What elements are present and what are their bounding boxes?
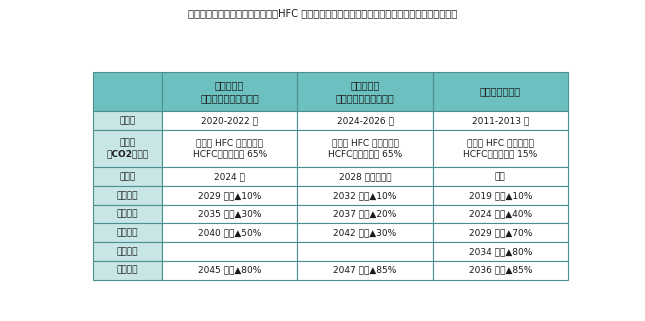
Text: 表１　キガリ改正議定書におけるHFC 生産･消費量の段階的削減スケジュール（出典：環境省）: 表１ キガリ改正議定書におけるHFC 生産･消費量の段階的削減スケジュール（出典… xyxy=(188,8,457,18)
Text: 基準値
（CO2換算）: 基準値 （CO2換算） xyxy=(106,139,148,159)
Text: 先進国（注３）: 先進国（注３） xyxy=(480,87,521,97)
Text: 2024 年: 2024 年 xyxy=(214,172,245,181)
Bar xyxy=(93,186,162,205)
Bar xyxy=(93,72,162,111)
Bar xyxy=(433,186,568,205)
Text: 2035 年　▲30%: 2035 年 ▲30% xyxy=(198,210,261,219)
Bar xyxy=(162,130,297,167)
Text: 2042 年　▲30%: 2042 年 ▲30% xyxy=(333,228,397,237)
Text: 第１段階: 第１段階 xyxy=(117,191,138,200)
Text: 2032 年　▲10%: 2032 年 ▲10% xyxy=(333,191,397,200)
Text: 開発途上国
第２グループ（注２）: 開発途上国 第２グループ（注２） xyxy=(335,80,394,103)
Bar xyxy=(297,167,433,186)
Bar xyxy=(433,261,568,280)
Text: 2024 年　▲40%: 2024 年 ▲40% xyxy=(469,210,532,219)
Bar xyxy=(433,242,568,261)
Bar xyxy=(162,205,297,223)
Text: 2019 年　▲10%: 2019 年 ▲10% xyxy=(468,191,532,200)
Bar xyxy=(93,223,162,242)
Bar xyxy=(93,167,162,186)
Text: 各年の HFC 量の平均＋
HCFCの基準値の 15%: 各年の HFC 量の平均＋ HCFCの基準値の 15% xyxy=(463,139,537,159)
Bar xyxy=(162,167,297,186)
Bar xyxy=(162,186,297,205)
Bar xyxy=(433,205,568,223)
Text: 第４段階: 第４段階 xyxy=(117,247,138,256)
Bar xyxy=(162,261,297,280)
Bar xyxy=(162,242,297,261)
Text: 2029 年　▲10%: 2029 年 ▲10% xyxy=(198,191,261,200)
Text: 2040 年　▲50%: 2040 年 ▲50% xyxy=(198,228,261,237)
Text: 各年の HFC 量の平均＋
HCFCの基準値の 65%: 各年の HFC 量の平均＋ HCFCの基準値の 65% xyxy=(328,139,402,159)
Bar xyxy=(433,223,568,242)
Text: 2024-2026 年: 2024-2026 年 xyxy=(337,116,393,125)
Bar xyxy=(93,242,162,261)
Bar xyxy=(433,167,568,186)
Bar xyxy=(93,205,162,223)
Text: 基準年: 基準年 xyxy=(119,116,135,125)
Bar xyxy=(162,223,297,242)
Text: 第２段階: 第２段階 xyxy=(117,210,138,219)
Bar xyxy=(433,130,568,167)
Text: 2029 年　▲70%: 2029 年 ▲70% xyxy=(469,228,532,237)
Bar xyxy=(93,130,162,167)
Text: 2036 年　▲85%: 2036 年 ▲85% xyxy=(468,266,532,275)
Text: 2047 年　▲85%: 2047 年 ▲85% xyxy=(333,266,397,275)
Text: 最終削減: 最終削減 xyxy=(117,266,138,275)
Bar xyxy=(297,223,433,242)
Text: なし: なし xyxy=(495,172,506,181)
Bar xyxy=(297,205,433,223)
Text: 開発途上国
第１グループ（注１）: 開発途上国 第１グループ（注１） xyxy=(201,80,259,103)
Text: 2037 年　▲20%: 2037 年 ▲20% xyxy=(333,210,397,219)
Bar xyxy=(297,261,433,280)
Bar xyxy=(162,111,297,130)
Text: 第３段階: 第３段階 xyxy=(117,228,138,237)
Text: 2011-2013 年: 2011-2013 年 xyxy=(471,116,529,125)
Text: 各年の HFC 量の平均＋
HCFCの基準値の 65%: 各年の HFC 量の平均＋ HCFCの基準値の 65% xyxy=(192,139,267,159)
Bar xyxy=(297,242,433,261)
Bar xyxy=(297,130,433,167)
Bar xyxy=(162,72,297,111)
Bar xyxy=(93,111,162,130)
Bar xyxy=(93,261,162,280)
Bar xyxy=(297,186,433,205)
Text: 2020-2022 年: 2020-2022 年 xyxy=(201,116,258,125)
Text: 2034 年　▲80%: 2034 年 ▲80% xyxy=(469,247,532,256)
Bar xyxy=(433,72,568,111)
Bar xyxy=(433,111,568,130)
Text: 2045 年　▲80%: 2045 年 ▲80% xyxy=(198,266,261,275)
Bar xyxy=(297,72,433,111)
Text: 凍結年: 凍結年 xyxy=(119,172,135,181)
Bar xyxy=(297,111,433,130)
Text: 2028 年（注４）: 2028 年（注４） xyxy=(339,172,392,181)
